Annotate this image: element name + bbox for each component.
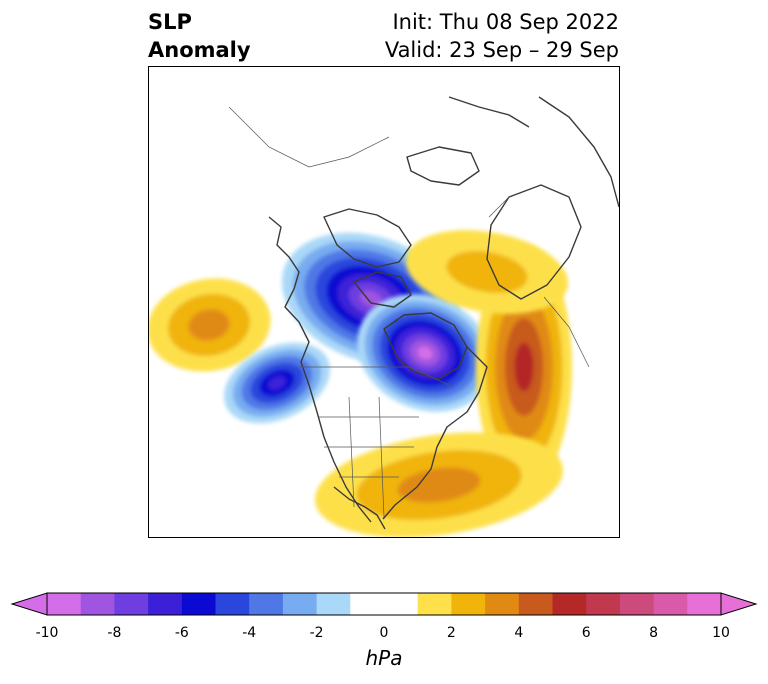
colorbar-tick-label: 4 [514,625,524,641]
colorbar-tick-label: -6 [174,625,189,641]
colorbar-tick-label: -8 [107,625,122,641]
colorbar-bin [451,593,486,615]
colorbar-bin [215,593,250,615]
colorbar-extend-low [10,592,48,616]
colorbar-tick-label: 8 [649,625,659,641]
colorbar-tick-label: -2 [309,625,324,641]
title-line-1: SLP [148,10,192,34]
colorbar-unit-label: hPa [365,646,403,670]
colorbar-bin [47,593,82,615]
colorbar-bin [552,593,587,615]
contour-level [446,251,528,293]
colorbar-bin [518,593,553,615]
colorbar [10,592,758,616]
map-panel [148,66,620,538]
anomaly-fill-layer [149,230,572,537]
colorbar-bin [586,593,621,615]
colorbar-bin [148,593,183,615]
colorbar-tick-label: 0 [379,625,389,641]
contour-level [514,342,534,392]
political-border-layer [228,106,590,518]
colorbar-bin [653,593,688,615]
colorbar-tick-label: 10 [712,625,730,641]
colorbar-bin [249,593,284,615]
contour-level [417,346,433,360]
colorbar-bin [687,593,722,615]
eastern-pacific-high-anomaly [149,278,271,372]
map-title: SLP Anomaly [148,8,251,64]
init-date-label: Init: Thu 08 Sep 2022 [392,10,619,34]
colorbar-bin [619,593,655,615]
contour-level [359,290,383,308]
coastline-layer [268,96,619,530]
colorbar-tick-label: 6 [581,625,591,641]
colorbar-bin [350,593,419,615]
colorbar-bin [316,593,351,615]
colorbar-tick-label: 2 [446,625,456,641]
central-us-high-anomaly [315,432,563,537]
colorbar-bin [181,593,216,615]
gulf-of-alaska-low-anomaly [224,342,330,424]
colorbar-bin [485,593,520,615]
colorbar-bin [114,593,149,615]
colorbar-bin [417,593,452,615]
greenland-europe-high-anomaly [405,230,569,314]
init-valid-info: Init: Thu 08 Sep 2022 Valid: 23 Sep – 29… [385,8,619,64]
colorbar-bin [282,593,318,615]
contour-level [188,309,230,341]
colorbar-bin [80,593,115,615]
colorbar-tick-labels: -10 -8 -6 -4 -2 0 2 4 6 8 10 [0,625,768,645]
title-line-2: Anomaly [148,38,251,62]
anomaly-map [149,96,619,537]
colorbar-outline [46,592,722,616]
colorbar-tick-label: -10 [35,625,59,641]
contour-level [397,467,481,503]
colorbar-extend-high [720,592,758,616]
colorbar-tick-label: -4 [242,625,257,641]
contour-level [268,376,286,390]
valid-range-label: Valid: 23 Sep – 29 Sep [384,38,619,62]
